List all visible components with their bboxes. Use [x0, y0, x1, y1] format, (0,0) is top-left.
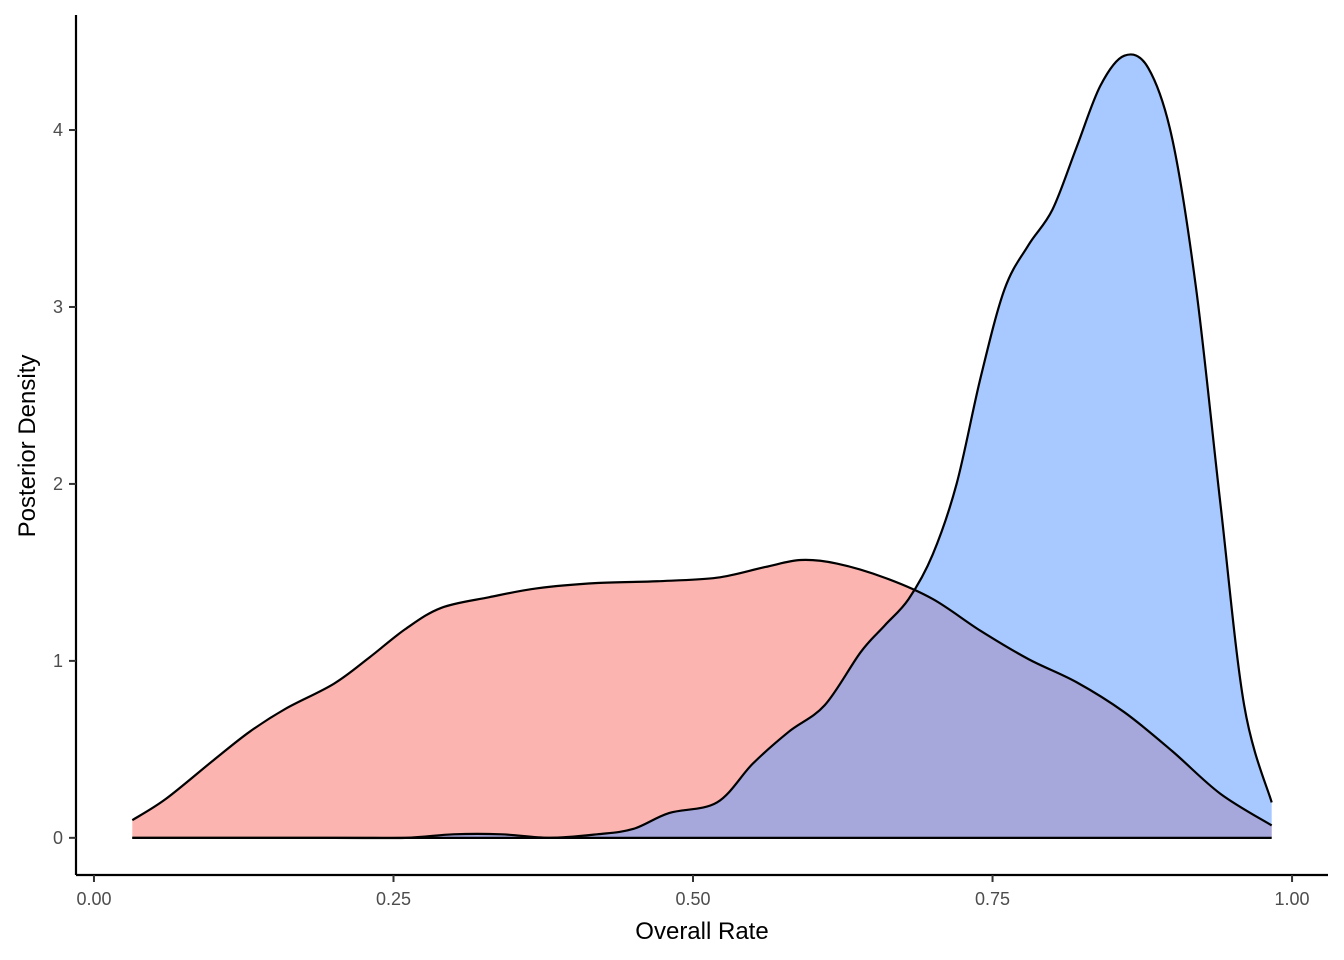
- plot-area: [131, 53, 1273, 840]
- y-tick-label: 0: [53, 828, 63, 848]
- x-tick-label: 1.00: [1275, 889, 1310, 909]
- y-tick-label: 1: [53, 651, 63, 671]
- y-tick-label: 2: [53, 474, 63, 494]
- y-tick-label: 4: [53, 120, 63, 140]
- y-tick-label: 3: [53, 297, 63, 317]
- x-tick-label: 0.00: [76, 889, 111, 909]
- x-axis-title: Overall Rate: [635, 918, 768, 945]
- x-tick-label: 0.75: [975, 889, 1010, 909]
- density-area-2: [132, 54, 1272, 839]
- x-tick-label: 0.25: [376, 889, 411, 909]
- x-tick-label: 0.50: [675, 889, 710, 909]
- density-curve-1: [131, 558, 1273, 827]
- y-axis-title: Posterior Density: [14, 355, 41, 538]
- axes: 0.00 0.25 0.50 0.75 1.00 0 1 2 3 4: [53, 15, 1328, 909]
